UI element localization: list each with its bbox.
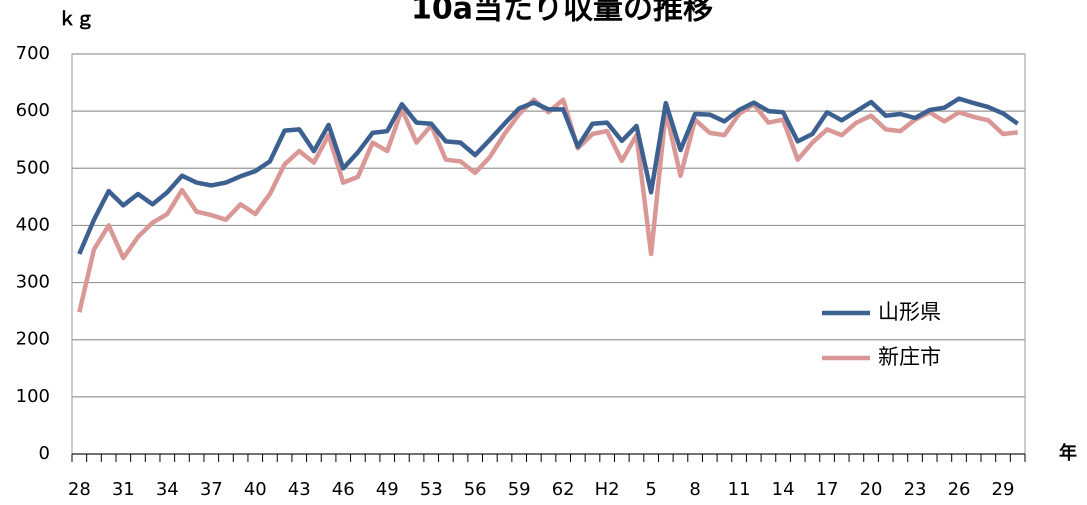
x-tick-label: H2 (595, 479, 620, 500)
x-tick-label: 31 (112, 479, 135, 500)
y-tick-label: 0 (39, 443, 50, 464)
x-tick-label: 26 (948, 479, 971, 500)
x-tick-label: 5 (645, 479, 656, 500)
x-axis-label: 年 (1059, 442, 1077, 464)
y-tick-label: 500 (16, 157, 50, 178)
y-tick-label: 300 (16, 272, 50, 293)
x-tick-label: 40 (244, 479, 267, 500)
x-tick-label: 29 (992, 479, 1015, 500)
y-tick-label: 700 (16, 43, 50, 64)
x-tick-label: 34 (156, 479, 179, 500)
x-tick-label: 11 (728, 479, 751, 500)
y-tick-label: 100 (16, 386, 50, 407)
x-tick-label: 17 (816, 479, 839, 500)
x-tick-label: 53 (420, 479, 443, 500)
x-tick-label: 62 (552, 479, 575, 500)
y-tick-label: 400 (16, 214, 50, 235)
x-tick-label: 28 (68, 479, 91, 500)
x-tick-label: 14 (772, 479, 795, 500)
x-tick-label: 20 (860, 479, 883, 500)
x-tick-label: 37 (200, 479, 223, 500)
series-line (77, 97, 1018, 313)
y-tick-label: 200 (16, 329, 50, 350)
y-axis-label: ｋｇ (58, 9, 94, 30)
y-tick-label: 600 (16, 100, 50, 121)
chart-title: 10a当たり収量の推移 (411, 0, 713, 27)
x-tick-label: 23 (904, 479, 927, 500)
x-tick-label: 59 (508, 479, 531, 500)
x-tick-label: 49 (376, 479, 399, 500)
x-tick-label: 43 (288, 479, 311, 500)
series-line (77, 96, 1019, 255)
legend-label: 新庄市 (878, 345, 941, 369)
x-tick-label: 46 (332, 479, 355, 500)
legend-label: 山形県 (878, 300, 941, 324)
x-tick-label: 8 (689, 479, 700, 500)
x-tick-label: 56 (464, 479, 487, 500)
